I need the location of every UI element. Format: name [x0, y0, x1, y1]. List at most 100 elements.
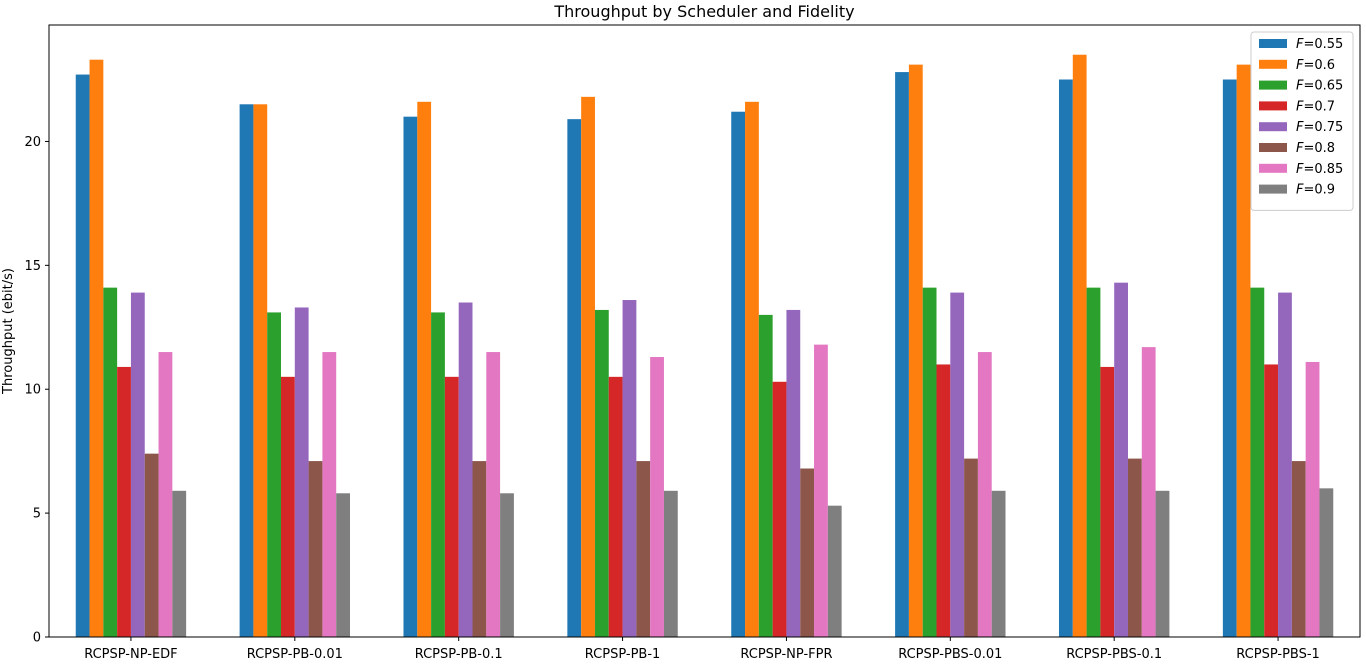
- bar-0.8-rcpsp-pb-0.01: [308, 461, 323, 637]
- bar-0.8-rcpsp-pbs-0.1: [1127, 458, 1142, 637]
- bar-0.6-rcpsp-pb-1: [581, 96, 595, 638]
- bar-0.75-rcpsp-pbs-0.1: [1114, 282, 1128, 637]
- bar-0.8-rcpsp-pbs-1: [1291, 461, 1306, 637]
- bar-0.85-rcpsp-pbs-0.01: [977, 352, 992, 637]
- bar-0.65-rcpsp-pbs-0.01: [922, 287, 937, 637]
- bar-0.8-rcpsp-pb-1: [636, 461, 651, 637]
- legend-swatch: [1259, 163, 1287, 173]
- legend-label: F=0.55: [1296, 37, 1343, 52]
- y-tick-label: 5: [33, 507, 41, 522]
- y-tick-label: 10: [24, 383, 41, 398]
- bar-0.75-rcpsp-np-edf: [130, 292, 145, 637]
- bar-0.9-rcpsp-np-edf: [172, 490, 187, 637]
- chart-title: Throughput by Scheduler and Fidelity: [553, 2, 854, 21]
- bar-0.65-rcpsp-pbs-1: [1250, 287, 1265, 637]
- bar-0.65-rcpsp-pb-0.01: [267, 312, 282, 637]
- bar-0.9-rcpsp-pbs-0.1: [1155, 490, 1170, 637]
- legend-swatch: [1259, 59, 1287, 69]
- x-tick-label: RCPSP-PBS-0.1: [1066, 647, 1162, 662]
- bar-0.55-rcpsp-np-edf: [75, 74, 90, 638]
- bar-0.8-rcpsp-np-edf: [144, 453, 159, 637]
- bar-0.85-rcpsp-pb-0.1: [486, 352, 501, 637]
- legend-label: F=0.85: [1296, 162, 1343, 177]
- legend-swatch: [1259, 80, 1287, 90]
- y-tick-label: 15: [24, 259, 41, 274]
- legend-label: F=0.7: [1296, 99, 1335, 114]
- bar-0.55-rcpsp-pbs-0.1: [1058, 79, 1073, 637]
- x-tick-label: RCPSP-PB-0.01: [247, 647, 343, 662]
- bar-0.6-rcpsp-pb-0.01: [253, 104, 268, 638]
- legend-label: F=0.8: [1296, 141, 1335, 156]
- legend-swatch: [1259, 143, 1287, 152]
- bar-0.75-rcpsp-pb-0.1: [458, 302, 473, 637]
- legend-label: F=0.9: [1296, 183, 1335, 198]
- legend: F=0.55 F=0.6 F=0.65 F=0.7 F=0.75 F=0.8 F=0.85 F…: [1250, 31, 1354, 211]
- y-tick-label: 20: [24, 135, 41, 150]
- x-tick-label: RCPSP-PB-1: [585, 647, 661, 662]
- bar-0.75-rcpsp-pb-0.01: [294, 307, 309, 637]
- bar-0.9-rcpsp-pbs-1: [1319, 488, 1334, 637]
- legend-swatch: [1259, 122, 1287, 132]
- legend-label: F=0.65: [1296, 79, 1343, 94]
- bar-0.85-rcpsp-pbs-0.1: [1141, 347, 1156, 637]
- bar-0.75-rcpsp-pbs-0.01: [950, 292, 965, 637]
- x-tick-label: RCPSP-NP-FPR: [740, 647, 832, 662]
- bar-0.6-rcpsp-pbs-1: [1236, 64, 1251, 637]
- bar-0.6-rcpsp-np-edf: [89, 59, 104, 637]
- bar-0.65-rcpsp-pb-1: [594, 309, 609, 637]
- bar-0.6-rcpsp-pb-0.1: [417, 101, 432, 637]
- bar-0.85-rcpsp-pbs-1: [1305, 361, 1320, 637]
- bar-0.65-rcpsp-np-fpr: [758, 314, 773, 637]
- bar-0.65-rcpsp-np-edf: [103, 287, 118, 637]
- bar-0.55-rcpsp-np-fpr: [731, 111, 746, 638]
- legend-swatch: [1259, 39, 1287, 48]
- x-tick-label: RCPSP-PBS-0.01: [898, 647, 1002, 662]
- axes-layer: 0 5 10 15 20 RCPSP-NP-EDF RCPSP-PB-0.01 RCPSP-P…: [24, 24, 1361, 662]
- bar-0.6-rcpsp-pbs-0.01: [908, 64, 923, 637]
- x-tick-label: RCPSP-PB-0.1: [415, 647, 503, 662]
- bar-0.55-rcpsp-pbs-1: [1222, 79, 1237, 637]
- bar-0.8-rcpsp-np-fpr: [800, 468, 815, 637]
- bar-0.75-rcpsp-np-fpr: [786, 309, 801, 637]
- bar-0.7-rcpsp-pb-1: [608, 376, 623, 637]
- bar-0.6-rcpsp-pbs-0.1: [1072, 54, 1087, 638]
- bar-0.7-rcpsp-np-edf: [117, 366, 131, 637]
- legend-label: F=0.75: [1296, 120, 1343, 135]
- bar-0.9-rcpsp-np-fpr: [827, 505, 842, 637]
- x-tick-label: RCPSP-NP-EDF: [84, 647, 177, 662]
- bar-0.55-rcpsp-pb-0.1: [403, 116, 418, 638]
- bar-0.9-rcpsp-pb-0.01: [336, 493, 351, 637]
- bar-0.8-rcpsp-pb-0.1: [472, 461, 487, 637]
- x-tick-label: RCPSP-PBS-1: [1236, 647, 1320, 662]
- bar-0.7-rcpsp-pbs-0.1: [1100, 366, 1115, 637]
- bar-0.7-rcpsp-pb-0.1: [444, 376, 459, 637]
- bar-0.55-rcpsp-pb-0.01: [239, 104, 254, 638]
- legend-swatch: [1259, 184, 1287, 194]
- bar-0.55-rcpsp-pbs-0.01: [895, 72, 909, 637]
- bar-0.6-rcpsp-np-fpr: [745, 101, 759, 637]
- bar-0.9-rcpsp-pb-1: [663, 490, 678, 637]
- bar-0.75-rcpsp-pbs-1: [1278, 292, 1292, 637]
- bar-0.9-rcpsp-pbs-0.01: [991, 490, 1006, 637]
- bar-0.7-rcpsp-pb-0.01: [281, 376, 295, 637]
- legend-swatch: [1259, 101, 1287, 111]
- bar-0.75-rcpsp-pb-1: [622, 300, 637, 637]
- bar-0.65-rcpsp-pb-0.1: [431, 312, 445, 637]
- bar-0.55-rcpsp-pb-1: [567, 119, 582, 637]
- bar-0.7-rcpsp-np-fpr: [772, 381, 787, 637]
- bar-0.9-rcpsp-pb-0.1: [500, 493, 514, 637]
- bar-0.85-rcpsp-np-edf: [158, 352, 173, 637]
- bar-0.85-rcpsp-pb-1: [650, 357, 664, 637]
- bar-0.7-rcpsp-pbs-1: [1264, 364, 1279, 637]
- y-axis-label: Throughput (ebit/s): [1, 268, 16, 395]
- bar-0.65-rcpsp-pbs-0.1: [1086, 287, 1101, 637]
- bars-layer: [75, 54, 1334, 638]
- bar-0.85-rcpsp-pb-0.01: [322, 352, 337, 637]
- bar-0.8-rcpsp-pbs-0.01: [964, 458, 978, 637]
- bar-0.85-rcpsp-np-fpr: [814, 344, 828, 637]
- legend-label: F=0.6: [1296, 58, 1335, 73]
- plot-frame: [48, 24, 1361, 638]
- bar-0.7-rcpsp-pbs-0.01: [936, 364, 951, 637]
